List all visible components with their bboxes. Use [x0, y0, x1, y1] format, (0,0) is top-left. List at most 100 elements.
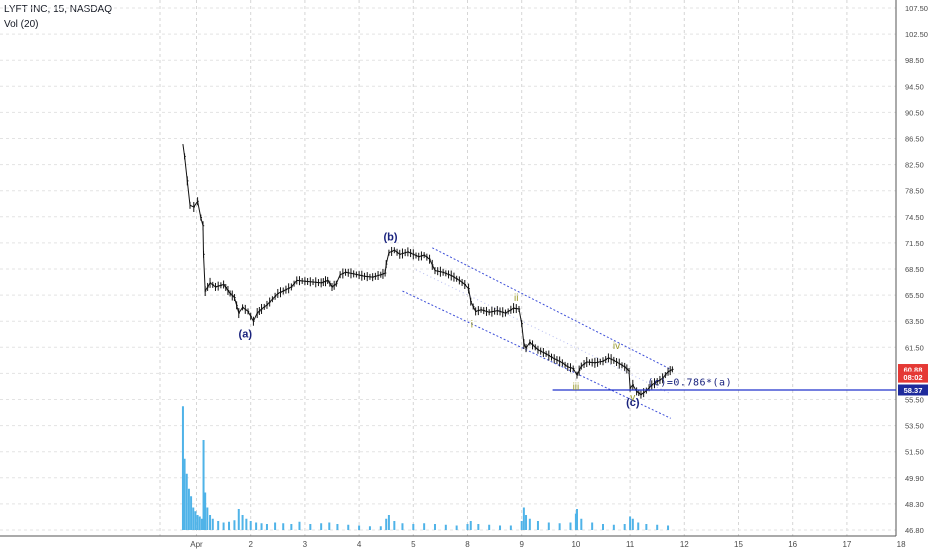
volume-bar	[196, 515, 199, 530]
volume-bar	[358, 525, 361, 530]
wave-label-main[interactable]: (c)	[626, 397, 640, 409]
volume-bar	[528, 518, 531, 530]
volume-bar	[455, 525, 458, 530]
price-tag-badge	[898, 371, 928, 383]
volume-bar	[183, 458, 186, 530]
volume-bar	[499, 525, 502, 530]
time-tick-label: 4	[357, 540, 362, 549]
wave-label-main[interactable]: (b)	[384, 231, 398, 243]
price-series-line[interactable]	[182, 144, 673, 396]
time-tick-label: 10	[571, 540, 580, 549]
volume-bar	[385, 518, 388, 530]
price-tag-badge	[898, 364, 928, 376]
volume-indicator-label[interactable]: Vol (20)	[4, 19, 39, 30]
volume-bar	[520, 521, 523, 530]
volume-bar	[525, 515, 528, 530]
volume-bar	[309, 524, 312, 530]
price-tick-label: 55.50	[905, 396, 924, 405]
volume-bar	[298, 521, 301, 530]
price-tick-label: 48.30	[905, 500, 924, 509]
price-tick-label: 102.50	[905, 30, 928, 39]
volume-bar	[469, 521, 472, 530]
volume-bar	[209, 515, 212, 530]
volume-bar	[645, 524, 648, 530]
volume-bar	[320, 523, 323, 530]
volume-bar	[466, 524, 469, 530]
volume-bar	[206, 507, 209, 530]
price-tag-text: 60.88	[904, 366, 923, 375]
volume-bar	[328, 522, 331, 530]
volume-bar	[255, 522, 258, 530]
volume-bar	[187, 488, 190, 530]
volume-bar	[368, 526, 371, 530]
price-tick-label: 46.80	[905, 526, 924, 535]
chart-title: LYFT INC, 15, NASDAQ	[4, 4, 112, 15]
wave-label-sub[interactable]: ii	[514, 293, 518, 304]
volume-bar	[575, 509, 578, 530]
volume-bar	[423, 523, 426, 530]
price-tick-label: 65.50	[905, 291, 924, 300]
volume-bar	[623, 524, 626, 530]
volume-bar	[401, 523, 404, 530]
wave-label-sub[interactable]: i	[471, 320, 473, 331]
time-tick-label: 12	[680, 540, 689, 549]
volume-bar	[282, 523, 285, 530]
wave-label-sub[interactable]: v	[630, 392, 635, 403]
volume-bar	[265, 524, 268, 530]
volume-bar	[433, 524, 436, 530]
time-tick-label: 18	[897, 540, 906, 549]
time-tick-label: 5	[411, 540, 416, 549]
volume-bar	[558, 523, 561, 530]
volume-bar	[602, 524, 604, 530]
time-tick-label: 8	[465, 540, 470, 549]
wave-label-sub[interactable]: iv	[613, 341, 620, 352]
time-tick-label: 15	[734, 540, 743, 549]
volume-bar	[249, 521, 252, 530]
volume-bar	[260, 523, 263, 530]
volume-bar	[631, 518, 634, 530]
price-tick-label: 51.50	[905, 448, 924, 457]
volume-bar	[211, 518, 214, 530]
volume-bar	[379, 526, 382, 530]
price-tick-label: 107.50	[905, 4, 928, 13]
channel-lower-line[interactable]	[402, 290, 671, 419]
volume-bar	[217, 521, 220, 530]
volume-bar	[574, 513, 577, 530]
volume-bar	[222, 522, 225, 530]
volume-bar	[412, 524, 415, 530]
price-tick-label: 71.50	[905, 239, 924, 248]
volume-bar	[637, 522, 640, 530]
price-tick-label: 61.50	[905, 343, 924, 352]
fib-ratio-annotation[interactable]: (c)=0.786*(a)	[647, 378, 732, 389]
channel-upper-line[interactable]	[432, 247, 671, 370]
channel-mid-line[interactable]	[415, 269, 671, 395]
price-tick-label: 63.50	[905, 317, 924, 326]
volume-bar	[536, 521, 539, 530]
price-tag-text: 58.37	[904, 386, 923, 395]
volume-bar	[274, 522, 277, 530]
wave-label-main[interactable]: (a)	[239, 329, 253, 341]
volume-bar	[547, 522, 550, 530]
price-tick-label: 68.50	[905, 265, 924, 274]
volume-bar	[629, 516, 632, 530]
price-tick-label: 86.50	[905, 135, 924, 144]
wave-label-sub[interactable]: iii	[573, 382, 580, 393]
volume-bar	[228, 521, 231, 530]
price-tick-label: 82.50	[905, 161, 924, 170]
price-tick-label: 53.50	[905, 422, 924, 431]
volume-bar	[198, 516, 201, 530]
volume-bar	[393, 521, 396, 530]
volume-bar	[245, 518, 248, 530]
volume-bar	[241, 515, 244, 530]
price-tick-label: 49.90	[905, 474, 924, 483]
volume-bar	[569, 522, 572, 530]
volume-bar	[656, 524, 659, 530]
volume-bar	[185, 473, 188, 530]
volume-bar	[509, 525, 512, 530]
volume-bar	[612, 524, 615, 530]
time-tick-label: 2	[248, 540, 253, 549]
volume-bar	[580, 518, 583, 530]
time-tick-label: 17	[842, 540, 851, 549]
volume-bar	[290, 524, 293, 530]
